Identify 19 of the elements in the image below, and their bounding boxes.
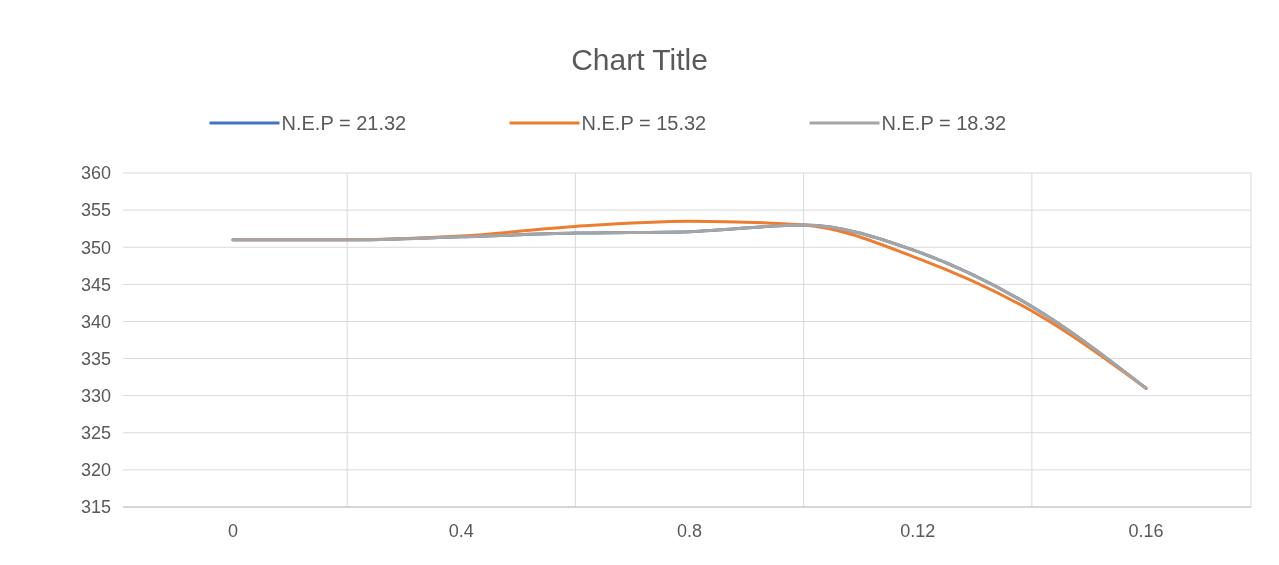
y-tick-label: 350	[80, 237, 111, 258]
y-tick-label: 345	[80, 274, 111, 295]
y-tick-label: 325	[80, 423, 111, 444]
y-tick-label: 315	[80, 497, 111, 518]
chart-title: Chart Title	[571, 43, 708, 76]
y-tick-label: 355	[80, 200, 111, 221]
x-tick-label: 0.12	[900, 521, 936, 541]
legend-label: N.E.P = 21.32	[281, 112, 407, 134]
x-tick-label: 0.8	[676, 521, 703, 541]
y-tick-label: 340	[80, 311, 111, 332]
legend-label: N.E.P = 15.32	[581, 112, 707, 134]
y-tick-label: 335	[80, 348, 111, 369]
x-tick-label: 0	[227, 521, 239, 541]
y-tick-label: 320	[80, 460, 111, 481]
y-tick-label: 330	[80, 385, 111, 406]
x-tick-label: 0.16	[1128, 521, 1164, 541]
legend-label: N.E.P = 18.32	[881, 112, 1007, 134]
y-tick-label: 360	[80, 163, 111, 184]
x-tick-label: 0.4	[448, 521, 474, 541]
